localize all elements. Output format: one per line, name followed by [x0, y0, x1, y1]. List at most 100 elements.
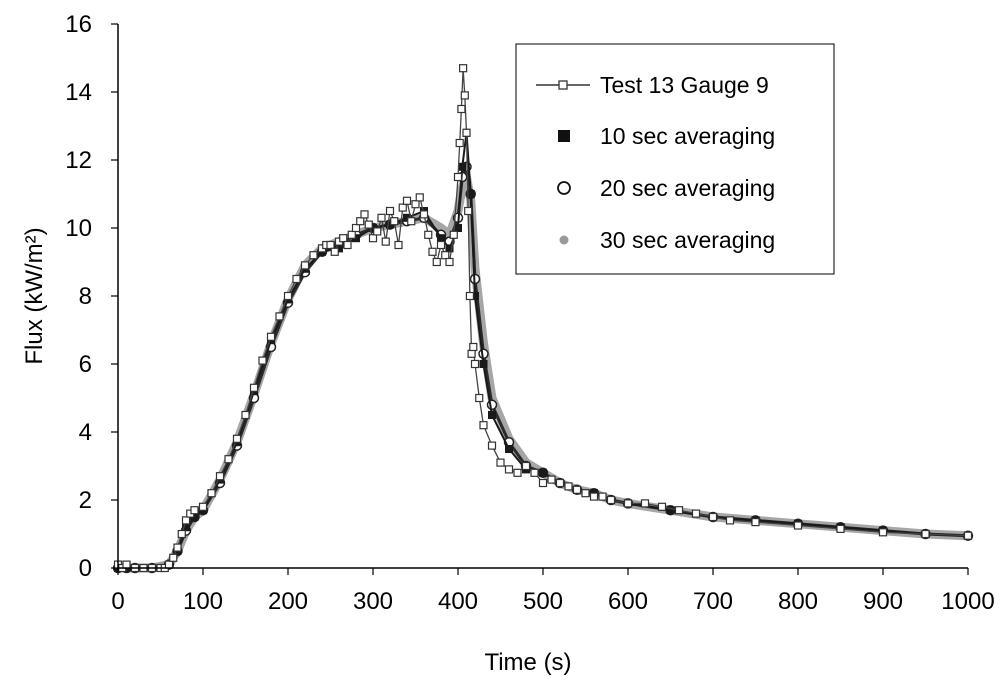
- data-point: [343, 240, 352, 250]
- data-point: [326, 240, 335, 250]
- legend-label: 30 sec averaging: [600, 227, 775, 253]
- data-point: [407, 217, 416, 226]
- data-point: [432, 257, 441, 267]
- tick-labels: 0 100 200 300 400 500 600 700 800 900 1000 0 2 4 6 8 10 1…: [65, 11, 994, 615]
- x-tick-label: 900: [863, 588, 903, 615]
- x-tick-label: 1000: [941, 588, 994, 615]
- data-point: [368, 234, 378, 243]
- data-point: [339, 234, 348, 243]
- data-point: [330, 247, 339, 256]
- data-point: [398, 203, 407, 212]
- data-point: [530, 468, 539, 477]
- data-point: [460, 91, 469, 100]
- data-point: [173, 543, 182, 552]
- data-point: [921, 529, 930, 539]
- data-point: [606, 495, 616, 505]
- data-point: [381, 237, 390, 246]
- data-point: [394, 240, 403, 250]
- data-point: [351, 223, 361, 233]
- x-tick-label: 800: [778, 588, 818, 615]
- data-point: [190, 506, 199, 515]
- data-point: [878, 528, 888, 537]
- legend-item: 20 sec averaging: [557, 175, 775, 201]
- data-point: [181, 516, 191, 525]
- data-point: [428, 247, 437, 256]
- data-point: [589, 492, 599, 501]
- data-point: [364, 220, 373, 229]
- y-tick-label: 0: [79, 555, 92, 582]
- data-point: [275, 312, 284, 321]
- data-point: [453, 172, 463, 182]
- data-point: [465, 291, 474, 301]
- data-point: [581, 489, 590, 498]
- y-axis-title: Flux (kW/m²): [21, 227, 48, 364]
- x-tick-label: 300: [353, 588, 393, 615]
- data-point: [283, 291, 293, 301]
- x-axis-title: Time (s): [484, 649, 571, 676]
- data-point: [504, 465, 514, 474]
- data-point: [373, 227, 382, 236]
- data-point: [309, 251, 318, 260]
- x-tick-label: 700: [693, 588, 733, 615]
- data-point: [352, 234, 360, 243]
- data-point: [657, 502, 667, 511]
- data-point: [386, 220, 394, 229]
- legend-item: 30 sec averaging: [559, 227, 775, 253]
- data-point: [436, 240, 446, 250]
- data-point: [122, 560, 131, 569]
- data-point: [708, 512, 718, 522]
- data-point: [411, 200, 420, 209]
- data-point: [207, 489, 216, 498]
- data-point: [836, 524, 845, 534]
- data-point: [164, 560, 174, 569]
- data-point: [521, 461, 531, 471]
- data-point: [496, 458, 505, 467]
- data-point: [487, 441, 497, 450]
- data-point: [424, 230, 433, 239]
- x-tick-label: 0: [111, 588, 124, 615]
- data-point: [449, 230, 458, 239]
- data-point: [441, 251, 450, 260]
- data-point: [385, 206, 395, 216]
- data-point: [177, 529, 186, 539]
- data-point: [335, 244, 343, 253]
- data-point: [232, 434, 242, 443]
- x-tick-label: 200: [268, 588, 308, 615]
- legend-square-marker: [558, 130, 570, 142]
- data-point: [462, 128, 471, 137]
- y-tick-label: 12: [65, 147, 92, 174]
- data-point: [241, 410, 250, 420]
- data-point: [640, 499, 650, 508]
- data-point: [475, 393, 484, 403]
- data-point: [464, 206, 473, 216]
- y-tick-label: 4: [79, 419, 92, 446]
- data-point: [292, 274, 301, 284]
- data-point: [182, 523, 190, 532]
- data-point: [415, 193, 424, 202]
- data-point: [190, 513, 199, 521]
- data-point: [458, 162, 467, 171]
- data-point: [598, 492, 607, 501]
- data-point: [454, 224, 462, 232]
- data-point: [459, 64, 468, 73]
- y-tick-label: 14: [65, 79, 92, 106]
- x-tick-label: 500: [523, 588, 563, 615]
- data-point: [555, 478, 565, 488]
- data-point: [564, 482, 573, 491]
- y-tick-label: 16: [65, 11, 92, 38]
- data-point: [470, 359, 480, 369]
- data-point: [445, 257, 454, 267]
- data-point: [258, 356, 267, 365]
- data-point: [691, 509, 701, 518]
- data-point: [725, 516, 735, 525]
- data-point: [266, 332, 276, 341]
- data-point: [347, 230, 356, 239]
- data-point: [793, 521, 803, 530]
- legend-item: 10 sec averaging: [558, 123, 775, 149]
- data-point: [356, 217, 365, 226]
- data-point: [623, 499, 633, 508]
- tick-marks: [111, 23, 969, 575]
- data-point: [369, 224, 377, 232]
- data-point: [466, 190, 475, 198]
